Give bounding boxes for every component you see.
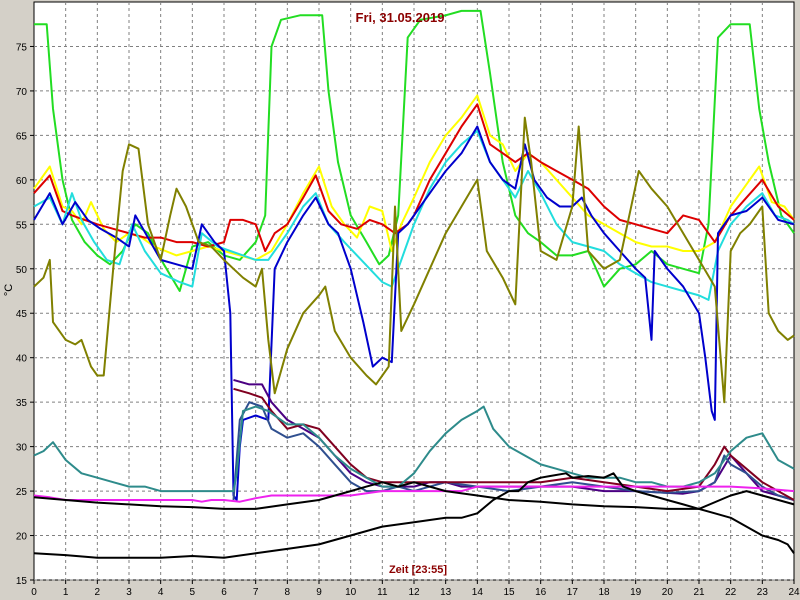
- x-tick-label: 21: [693, 587, 705, 598]
- y-tick-label: 15: [16, 576, 28, 587]
- series-line-3: [33, 103, 795, 252]
- y-tick-label: 45: [16, 309, 28, 320]
- series-line-9: [233, 387, 795, 501]
- x-tick-label: 6: [221, 587, 227, 598]
- x-tick-label: 9: [316, 587, 322, 598]
- y-axis: 15 20 25 30 35 40 45 50 55 60 65 70 75: [16, 42, 34, 587]
- x-tick-label: 0: [31, 587, 37, 598]
- x-tick-label: 16: [535, 587, 547, 598]
- x-axis: 0 1 2 3 4 5 6 7 8 9 10 11 12 13 14 15 16 17 18 19 20 21 22 23 24: [31, 580, 800, 598]
- grid: [34, 2, 794, 581]
- y-tick-label: 25: [16, 487, 28, 498]
- y-tick-label: 50: [16, 265, 28, 276]
- series-line-12: [33, 481, 795, 510]
- y-tick-label: 65: [16, 131, 28, 142]
- x-tick-label: 4: [158, 587, 164, 598]
- y-axis-label: °C: [3, 284, 15, 296]
- x-tick-label: 7: [253, 587, 259, 598]
- y-tick-label: 40: [16, 354, 28, 365]
- y-tick-label: 30: [16, 443, 28, 454]
- y-tick-label: 75: [16, 42, 28, 53]
- x-tick-label: 20: [662, 587, 674, 598]
- series-line-11: [33, 485, 795, 503]
- x-tick-label: 18: [598, 587, 610, 598]
- x-axis-label: Zeit [23:55]: [389, 564, 447, 576]
- x-tick-label: 17: [567, 587, 579, 598]
- x-tick-label: 24: [788, 587, 800, 598]
- x-tick-label: 5: [190, 587, 196, 598]
- y-tick-label: 35: [16, 398, 28, 409]
- x-tick-label: 12: [408, 587, 420, 598]
- series-line-5: [33, 125, 795, 501]
- x-tick-label: 8: [285, 587, 291, 598]
- x-tick-label: 19: [630, 587, 642, 598]
- x-tick-label: 3: [126, 587, 132, 598]
- x-tick-label: 11: [377, 587, 388, 598]
- x-tick-label: 23: [757, 587, 769, 598]
- chart-title: Fri, 31.05.2019: [356, 10, 445, 25]
- x-tick-label: 2: [95, 587, 101, 598]
- series-line-13: [33, 472, 795, 559]
- x-tick-label: 10: [345, 587, 357, 598]
- y-tick-label: 20: [16, 532, 28, 543]
- y-tick-label: 60: [16, 176, 28, 187]
- y-tick-label: 70: [16, 87, 28, 98]
- y-tick-label: 55: [16, 220, 28, 231]
- series-layer: [33, 9, 795, 559]
- x-tick-label: 1: [63, 587, 69, 598]
- series-line-6: [33, 116, 795, 404]
- series-line-4: [33, 129, 795, 301]
- x-tick-label: 14: [472, 587, 484, 598]
- x-tick-label: 22: [725, 587, 737, 598]
- x-tick-label: 13: [440, 587, 452, 598]
- x-tick-label: 15: [503, 587, 515, 598]
